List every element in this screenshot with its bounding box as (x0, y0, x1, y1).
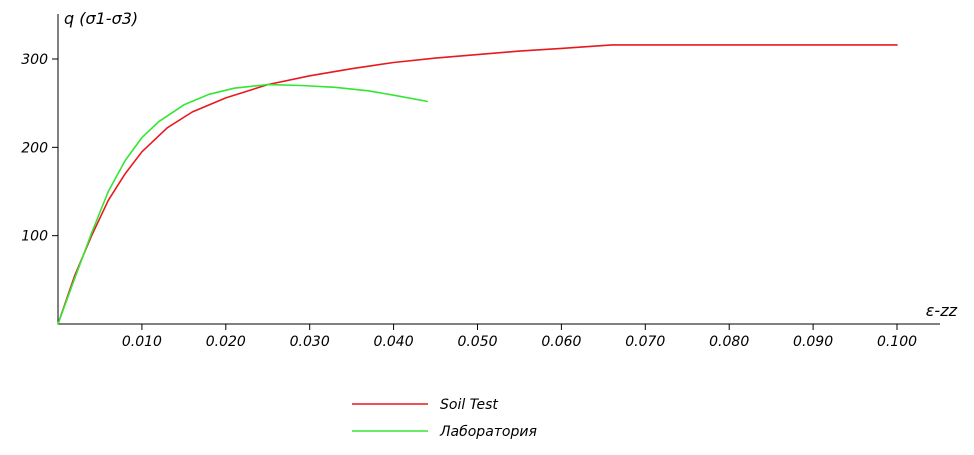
series-layer (57, 44, 898, 325)
y-ticks: 100 200 300 (21, 52, 58, 245)
series-line-1 (57, 44, 898, 325)
y-tick-label: 300 (21, 52, 48, 68)
x-tick-label: 0.070 (625, 334, 665, 350)
series-line-2 (57, 83, 429, 325)
y-axis-title: q (σ1-σ3) (64, 9, 138, 28)
legend-label: Soil Test (440, 397, 498, 413)
x-tick-label: 0.050 (457, 334, 497, 350)
x-tick-label: 0.080 (709, 334, 749, 350)
x-tick-label: 0.010 (122, 334, 162, 350)
y-tick-label: 200 (21, 140, 48, 156)
x-axis-title: ε-zz (926, 301, 958, 320)
x-tick-label: 0.020 (206, 334, 246, 350)
x-tick-label: 0.100 (877, 334, 917, 350)
x-tick-label: 0.060 (541, 334, 581, 350)
x-ticks: 0.010 0.020 0.030 0.040 0.050 0.060 0.070 0.080… (122, 324, 917, 350)
x-tick-label: 0.030 (290, 334, 330, 350)
legend-label: Лаборатория (439, 424, 537, 440)
legend: Soil Test Лаборатория (352, 397, 537, 440)
y-tick-label: 100 (21, 229, 48, 245)
x-tick-label: 0.090 (793, 334, 833, 350)
x-tick-label: 0.040 (374, 334, 414, 350)
